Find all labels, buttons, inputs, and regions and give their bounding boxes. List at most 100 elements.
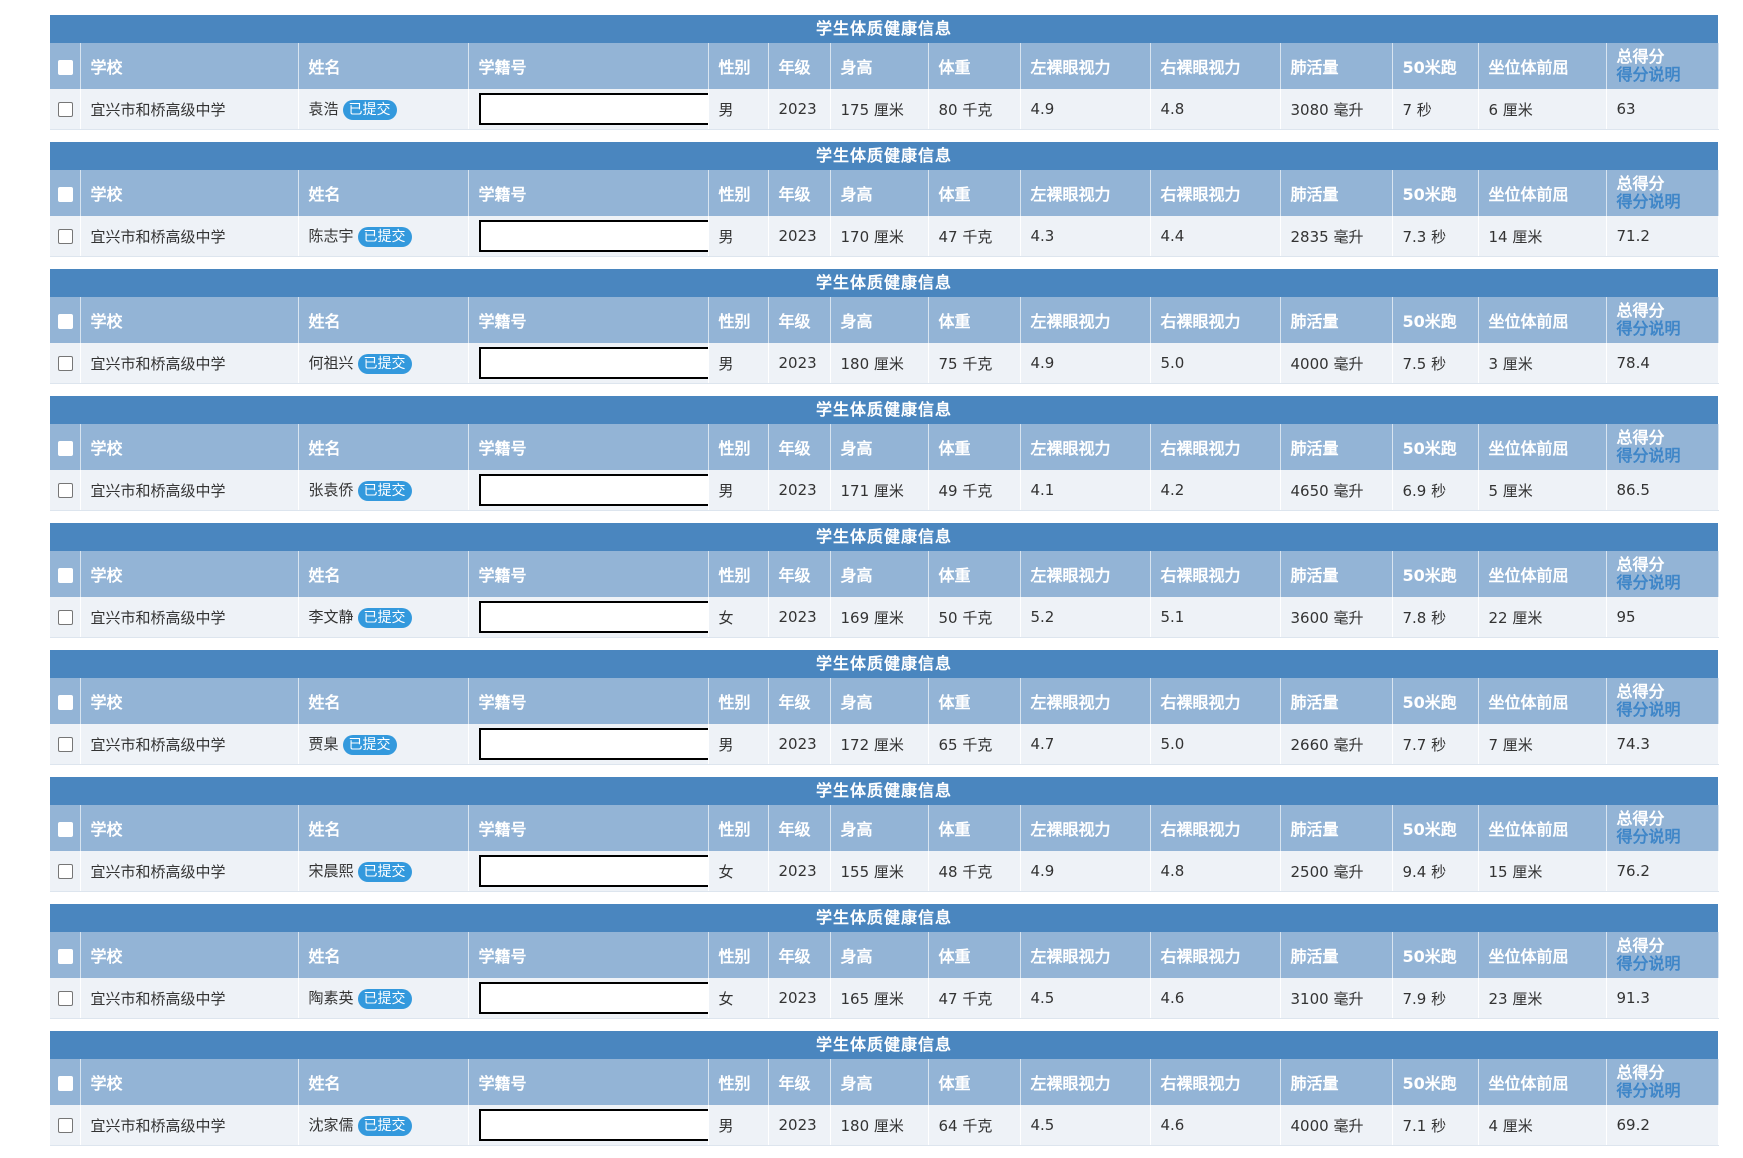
status-badge: 已提交 [357,226,412,247]
row-checkbox[interactable] [50,724,81,765]
height-cell: 180 厘米 [830,343,929,384]
score-note-link[interactable]: 得分说明 [1616,319,1681,338]
col-gender: 性别 [708,43,769,89]
col-name: 姓名 [298,424,469,470]
select-all-checkbox[interactable] [50,43,81,89]
student-info-block: 学生体质健康信息 学校 姓名 学籍号 性别 年级 身高 体重 左裸眼视力 右裸眼… [50,396,1719,523]
col-sit-reach: 坐位体前屈 [1478,678,1607,724]
status-badge: 已提交 [342,99,397,120]
left-vision-cell: 4.1 [1020,470,1151,511]
student-id-cell [468,89,709,130]
name-cell: 陈志宇 已提交 [298,216,469,257]
student-id-redacted-box [478,982,707,1014]
col-grade: 年级 [768,551,831,597]
row-checkbox[interactable] [50,343,81,384]
lung-capacity-cell: 4650 毫升 [1280,470,1393,511]
right-vision-cell: 4.8 [1150,89,1281,130]
row-checkbox[interactable] [50,470,81,511]
height-cell: 180 厘米 [830,1105,929,1146]
table-row: 宜兴市和桥高级中学 宋晨熙 已提交 女 2023 155 厘米 48 千克 4.9… [50,851,1719,892]
status-badge: 已提交 [357,861,412,882]
col-grade: 年级 [768,932,831,978]
section-title: 学生体质健康信息 [50,777,1718,805]
score-cell: 63 [1606,89,1719,130]
col-sit-reach: 坐位体前屈 [1478,1059,1607,1105]
sit-reach-cell: 23 厘米 [1478,978,1607,1019]
total-score-label: 总得分 [1616,428,1665,447]
col-left-vision: 左裸眼视力 [1020,297,1151,343]
height-cell: 169 厘米 [830,597,929,638]
col-name: 姓名 [298,297,469,343]
col-total-score: 总得分 得分说明 [1606,43,1719,89]
col-student-id: 学籍号 [468,297,709,343]
col-school: 学校 [80,932,299,978]
col-50m-run: 50米跑 [1392,424,1479,470]
score-note-link[interactable]: 得分说明 [1616,65,1681,84]
row-checkbox[interactable] [50,597,81,638]
score-note-link[interactable]: 得分说明 [1616,1081,1681,1100]
grade-cell: 2023 [768,597,831,638]
student-info-table: 学校 姓名 学籍号 性别 年级 身高 体重 左裸眼视力 右裸眼视力 肺活量 50… [50,1059,1719,1146]
score-note-link[interactable]: 得分说明 [1616,700,1681,719]
row-checkbox[interactable] [50,216,81,257]
col-school: 学校 [80,1059,299,1105]
student-info-block: 学生体质健康信息 学校 姓名 学籍号 性别 年级 身高 体重 左裸眼视力 右裸眼… [50,523,1719,650]
name-cell: 何祖兴 已提交 [298,343,469,384]
row-checkbox[interactable] [50,1105,81,1146]
select-all-checkbox[interactable] [50,297,81,343]
gender-cell: 男 [708,1105,769,1146]
col-total-score: 总得分 得分说明 [1606,170,1719,216]
grade-cell: 2023 [768,216,831,257]
table-row: 宜兴市和桥高级中学 袁浩 已提交 男 2023 175 厘米 80 千克 4.9 … [50,89,1719,130]
col-weight: 体重 [928,932,1021,978]
school-cell: 宜兴市和桥高级中学 [80,978,299,1019]
left-vision-cell: 4.9 [1020,851,1151,892]
row-checkbox[interactable] [50,978,81,1019]
select-all-checkbox[interactable] [50,1059,81,1105]
select-all-checkbox[interactable] [50,932,81,978]
select-all-checkbox[interactable] [50,424,81,470]
select-all-checkbox[interactable] [50,678,81,724]
col-gender: 性别 [708,805,769,851]
run50-cell: 6.9 秒 [1392,470,1479,511]
left-vision-cell: 4.9 [1020,343,1151,384]
student-id-redacted-box [478,474,707,506]
score-note-link[interactable]: 得分说明 [1616,446,1681,465]
student-id-cell [468,1105,709,1146]
col-grade: 年级 [768,424,831,470]
score-note-link[interactable]: 得分说明 [1616,573,1681,592]
student-info-block: 学生体质健康信息 学校 姓名 学籍号 性别 年级 身高 体重 左裸眼视力 右裸眼… [50,1031,1719,1158]
school-cell: 宜兴市和桥高级中学 [80,597,299,638]
col-student-id: 学籍号 [468,932,709,978]
score-cell: 71.2 [1606,216,1719,257]
col-weight: 体重 [928,678,1021,724]
select-all-checkbox[interactable] [50,170,81,216]
status-badge: 已提交 [357,353,412,374]
height-cell: 155 厘米 [830,851,929,892]
weight-cell: 50 千克 [928,597,1021,638]
col-name: 姓名 [298,805,469,851]
row-checkbox[interactable] [50,89,81,130]
weight-cell: 47 千克 [928,216,1021,257]
school-cell: 宜兴市和桥高级中学 [80,1105,299,1146]
student-name: 张袁侨 [308,481,354,500]
select-all-checkbox[interactable] [50,805,81,851]
name-cell: 陶素英 已提交 [298,978,469,1019]
col-school: 学校 [80,551,299,597]
col-left-vision: 左裸眼视力 [1020,551,1151,597]
header-row: 学校 姓名 学籍号 性别 年级 身高 体重 左裸眼视力 右裸眼视力 肺活量 50… [50,932,1719,978]
section-title: 学生体质健康信息 [50,650,1718,678]
student-id-redacted-box [478,220,707,252]
right-vision-cell: 4.8 [1150,851,1281,892]
score-note-link[interactable]: 得分说明 [1616,192,1681,211]
score-note-link[interactable]: 得分说明 [1616,954,1681,973]
col-gender: 性别 [708,932,769,978]
col-gender: 性别 [708,551,769,597]
row-checkbox[interactable] [50,851,81,892]
gender-cell: 男 [708,216,769,257]
col-right-vision: 右裸眼视力 [1150,1059,1281,1105]
score-note-link[interactable]: 得分说明 [1616,827,1681,846]
select-all-checkbox[interactable] [50,551,81,597]
col-total-score: 总得分 得分说明 [1606,805,1719,851]
name-cell: 李文静 已提交 [298,597,469,638]
